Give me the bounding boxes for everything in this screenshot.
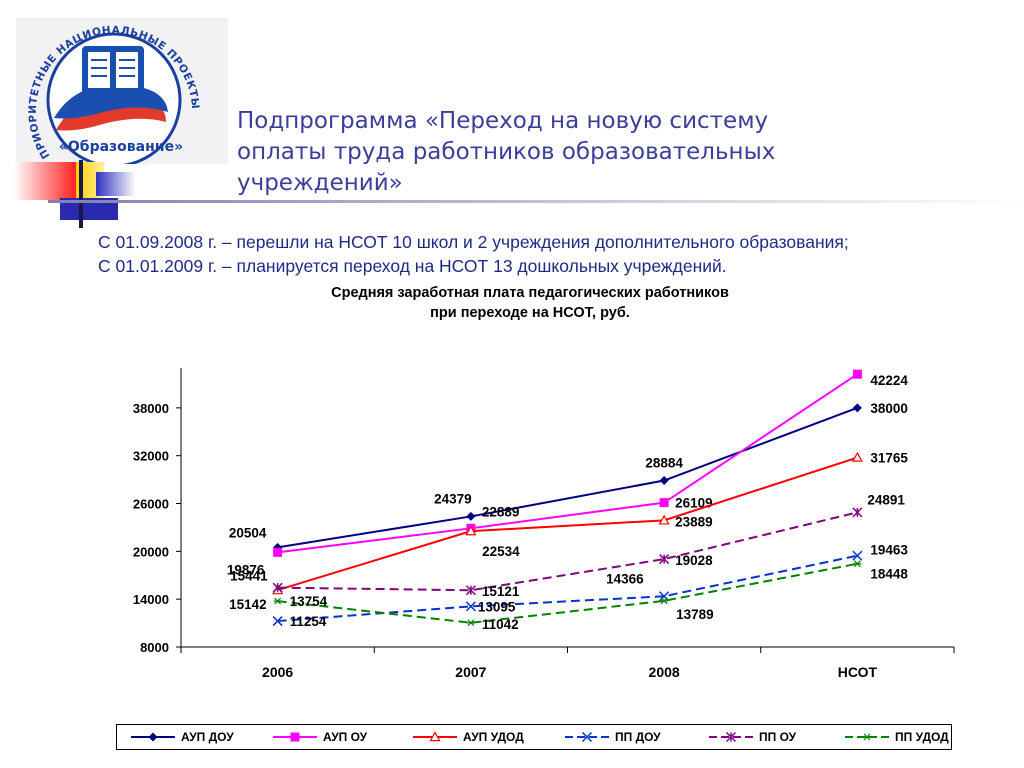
legend-item: ПП УДОД [845, 725, 949, 749]
legend-label: АУП ОУ [323, 730, 368, 744]
legend-swatch [565, 731, 609, 743]
data-label: 22534 [482, 544, 520, 559]
data-label: 13754 [290, 594, 328, 609]
data-label: 24891 [867, 492, 905, 507]
legend-swatch [413, 731, 457, 742]
data-point [863, 733, 871, 741]
y-tick-label: 26000 [133, 497, 169, 512]
chart-title: Средняя заработная плата педагогических … [200, 283, 860, 323]
data-label: 20504 [229, 525, 267, 540]
data-point [465, 585, 476, 596]
data-label: 19876 [227, 562, 265, 577]
data-point [658, 514, 670, 525]
legend-swatch [273, 732, 317, 742]
data-point [660, 597, 669, 605]
data-point [290, 732, 300, 742]
data-label: 15121 [482, 584, 520, 599]
legend-swatch [845, 733, 889, 741]
data-label: 23889 [675, 514, 713, 529]
data-label: 19028 [675, 553, 713, 568]
data-label: 13789 [676, 607, 714, 622]
legend-item: АУП УДОД [413, 725, 524, 749]
info-line-1: С 01.09.2008 г. – перешли на НСОТ 10 шко… [98, 232, 849, 252]
data-point [852, 369, 862, 379]
legend-item: ПП ОУ [709, 725, 796, 749]
series-line [277, 406, 858, 549]
chart-title-line-2: при переходе на НСОТ, руб. [430, 305, 630, 321]
data-label: 15441 [230, 569, 268, 584]
decorative-blocks [14, 160, 1024, 228]
data-label: 28884 [645, 456, 683, 471]
data-point [852, 403, 862, 413]
legend-label: ПП ДОУ [615, 730, 661, 744]
data-label: 31765 [870, 451, 908, 466]
y-tick-label: 38000 [133, 401, 169, 416]
y-tick-label: 20000 [133, 544, 169, 559]
series-line [277, 511, 858, 592]
data-point [148, 732, 158, 742]
logo-label: «Образование» [59, 139, 183, 155]
data-point [466, 619, 475, 627]
info-text: С 01.09.2008 г. – перешли на НСОТ 10 шко… [98, 230, 998, 278]
title-line-2: оплаты труда работников образовательных [237, 139, 776, 165]
chart-title-line-1: Средняя заработная плата педагогических … [331, 285, 729, 301]
data-label: 38000 [870, 401, 908, 416]
y-tick-label: 32000 [133, 449, 169, 464]
data-point [851, 451, 863, 462]
data-label: 15142 [229, 597, 267, 612]
legend-label: АУП ДОУ [181, 730, 234, 744]
data-label: 24379 [434, 491, 472, 506]
data-label: 11042 [482, 617, 519, 632]
data-point [429, 731, 441, 742]
legend-label: ПП УДОД [895, 730, 949, 744]
data-label: 26109 [675, 496, 713, 511]
info-line-2: С 01.01.2009 г. – планируется переход на… [98, 256, 727, 276]
x-tick-label: 2007 [455, 664, 486, 680]
series-line [277, 373, 858, 554]
data-point [272, 582, 283, 593]
data-point [725, 731, 737, 743]
data-point [659, 591, 670, 602]
series-line [277, 456, 858, 592]
legend-swatch [709, 731, 753, 743]
legend-item: АУП ДОУ [131, 725, 234, 749]
legend-item: АУП ОУ [273, 725, 367, 749]
legend-swatch [131, 732, 175, 742]
data-point [273, 597, 282, 605]
data-point [581, 731, 593, 743]
data-point [659, 498, 669, 508]
page-title: Подпрограмма «Переход на новую систему о… [237, 106, 877, 199]
data-point [853, 560, 862, 568]
data-point [466, 511, 476, 521]
data-point [465, 601, 476, 612]
y-tick-label: 14000 [133, 592, 169, 607]
data-label: 18448 [870, 567, 908, 582]
data-point [852, 507, 863, 518]
title-line-3: учреждений» [237, 170, 403, 196]
chart-legend: АУП ДОУ АУП ОУ АУП УДОД ПП ДОУ ПП ОУ ПП УДОД [116, 724, 952, 750]
x-tick-label: 2006 [262, 664, 293, 680]
data-point [852, 550, 863, 561]
data-label: 19463 [870, 543, 908, 558]
data-label: 42224 [870, 373, 908, 388]
x-tick-label: НСОТ [838, 664, 878, 680]
data-point [659, 476, 669, 486]
data-label: 14366 [606, 571, 644, 586]
title-line-1: Подпрограмма «Переход на новую систему [237, 108, 769, 134]
priority-projects-logo: ПРИОРИТЕТНЫЕ НАЦИОНАЛЬНЫЕ ПРОЕКТЫ «Образ… [16, 18, 228, 164]
data-point [659, 554, 670, 565]
legend-label: ПП ОУ [759, 730, 797, 744]
legend-item: ПП ДОУ [565, 725, 661, 749]
y-tick-label: 8000 [140, 640, 169, 655]
data-point [272, 616, 283, 627]
x-tick-label: 2008 [649, 664, 680, 680]
data-label: 11254 [290, 614, 327, 629]
data-label: 13095 [478, 599, 516, 614]
data-point [465, 525, 477, 536]
legend-label: АУП УДОД [463, 730, 524, 744]
data-label: 22889 [482, 504, 520, 519]
data-point [273, 547, 283, 557]
